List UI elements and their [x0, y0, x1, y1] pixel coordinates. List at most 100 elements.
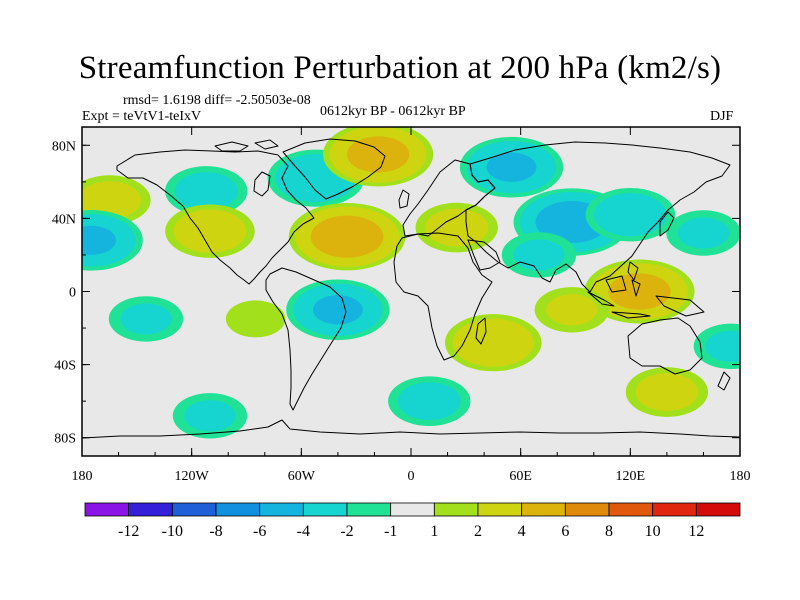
coastline-britain: [398, 189, 410, 209]
y-tick-label: 80S: [54, 432, 76, 447]
experiment-label: Expt = teVtV1-teIxV: [82, 109, 202, 124]
anomaly-4: [288, 202, 406, 271]
contour-fill: [546, 294, 598, 326]
anomaly-19: [388, 376, 471, 426]
axes: 180 120W 60W 0 60E 120E 180 80N 40N 0 40S 80S: [52, 127, 751, 484]
x-tick-label: 180: [72, 469, 93, 484]
anomaly-3: [323, 127, 434, 187]
colorbar-label: -4: [297, 523, 310, 540]
coastline-north-america: [116, 149, 315, 285]
coastlines: [82, 138, 740, 439]
coastline-new-zealand: [717, 371, 731, 391]
contour-fill: [82, 225, 117, 255]
contour-fill: [82, 181, 141, 220]
x-tick-label: 120W: [175, 469, 210, 484]
anomaly-16: [108, 296, 184, 342]
colorbar-swatch: [608, 502, 654, 517]
y-tick-label: 40N: [52, 212, 76, 227]
colorbar-label: 10: [645, 523, 661, 540]
anomaly-15: [286, 279, 390, 341]
anomaly-9: [501, 232, 577, 278]
x-tick-label: 60W: [288, 469, 316, 484]
contour-fill: [705, 330, 740, 362]
y-tick-label: 80N: [52, 139, 76, 154]
contour-fill: [397, 382, 461, 421]
colorbar-swatch: [433, 502, 479, 517]
anomaly-12: [585, 188, 676, 242]
contour-fill: [486, 152, 537, 182]
season-label: DJF: [710, 109, 734, 124]
coastline-australia: [627, 317, 703, 375]
contour-fill: [174, 172, 238, 210]
contour-fill: [635, 373, 699, 411]
colorbar-swatch: [564, 502, 610, 517]
anomaly-22: [225, 300, 286, 338]
y-tick-label: 40S: [54, 359, 76, 374]
x-tick-label: 0: [408, 469, 415, 484]
coastline-arctic-islands: [214, 139, 279, 152]
anomaly-6: [415, 202, 498, 253]
anomaly-1: [165, 166, 248, 216]
coastline-japan: [659, 211, 675, 237]
coastline-africa: [393, 232, 493, 361]
colorbar-swatch: [652, 502, 697, 517]
contour-fill: [120, 303, 172, 335]
colorbar-swatch: [259, 502, 304, 517]
x-tick-label: 60E: [509, 469, 532, 484]
colorbar-label: 12: [688, 523, 704, 540]
chart-title: Streamfunction Perturbation at 200 hPa (…: [78, 50, 722, 86]
anomaly-18: [693, 323, 740, 370]
contour-fill: [594, 193, 667, 237]
colorbar-label: 4: [518, 523, 526, 540]
coastline-antarctica: [82, 419, 740, 439]
colorbar-label: -10: [162, 523, 183, 540]
anomaly-17: [444, 314, 542, 372]
colorbar-label: 2: [474, 523, 482, 540]
coastline-greenland: [282, 138, 386, 200]
x-tick-label: 120E: [616, 469, 646, 484]
colorbar-label: -12: [118, 523, 139, 540]
coastline-asia: [465, 141, 731, 293]
colorbar-label: 6: [561, 523, 569, 540]
field-layer: [82, 127, 740, 439]
colorbar: -12 -10 -8 -6 -4 -2 -1 1 2 4 6 8 10 12: [84, 502, 741, 540]
contour-fill: [173, 209, 247, 253]
anomaly-5: [165, 204, 255, 258]
coastline-arabia: [467, 239, 501, 271]
coastline-madagascar: [475, 317, 487, 345]
contour-fill: [347, 136, 410, 173]
coastline-indonesia: [587, 261, 705, 319]
stats-label: rmsd= 1.6198 diff= -2.50503e-08: [123, 93, 311, 108]
colorbar-label: -8: [209, 523, 222, 540]
anomaly-11: [666, 210, 740, 256]
contour-fill: [677, 217, 730, 249]
colorbar-label: -6: [253, 523, 266, 540]
anomaly-10: [82, 210, 143, 271]
x-tick-label: 180: [730, 469, 751, 484]
anomaly-14: [534, 287, 610, 333]
colorbar-swatch: [84, 502, 130, 517]
colorbar-label: -1: [384, 523, 397, 540]
colorbar-swatch: [477, 502, 523, 517]
contour-fill: [312, 295, 363, 325]
contour-fill: [225, 300, 286, 338]
contour-fill: [310, 215, 384, 258]
contour-fill: [425, 208, 489, 247]
colorbar-swatch: [302, 502, 348, 517]
colorbar-swatch: [215, 502, 261, 517]
colorbar-swatch: [390, 502, 435, 517]
coastline-hudson-bay: [253, 171, 271, 197]
period-label: 0612kyr BP - 0612kyr BP: [320, 104, 466, 119]
y-tick-label: 0: [69, 286, 76, 301]
colorbar-label: -2: [340, 523, 353, 540]
contour-fill: [184, 400, 236, 432]
anomaly-20: [625, 367, 709, 417]
colorbar-swatch: [521, 502, 566, 517]
colorbar-label: 8: [605, 523, 613, 540]
colorbar-swatch: [695, 502, 741, 517]
anomaly-7: [459, 136, 564, 198]
colorbar-swatch: [128, 502, 173, 517]
colorbar-swatch: [346, 502, 392, 517]
contour-fill: [452, 318, 534, 367]
